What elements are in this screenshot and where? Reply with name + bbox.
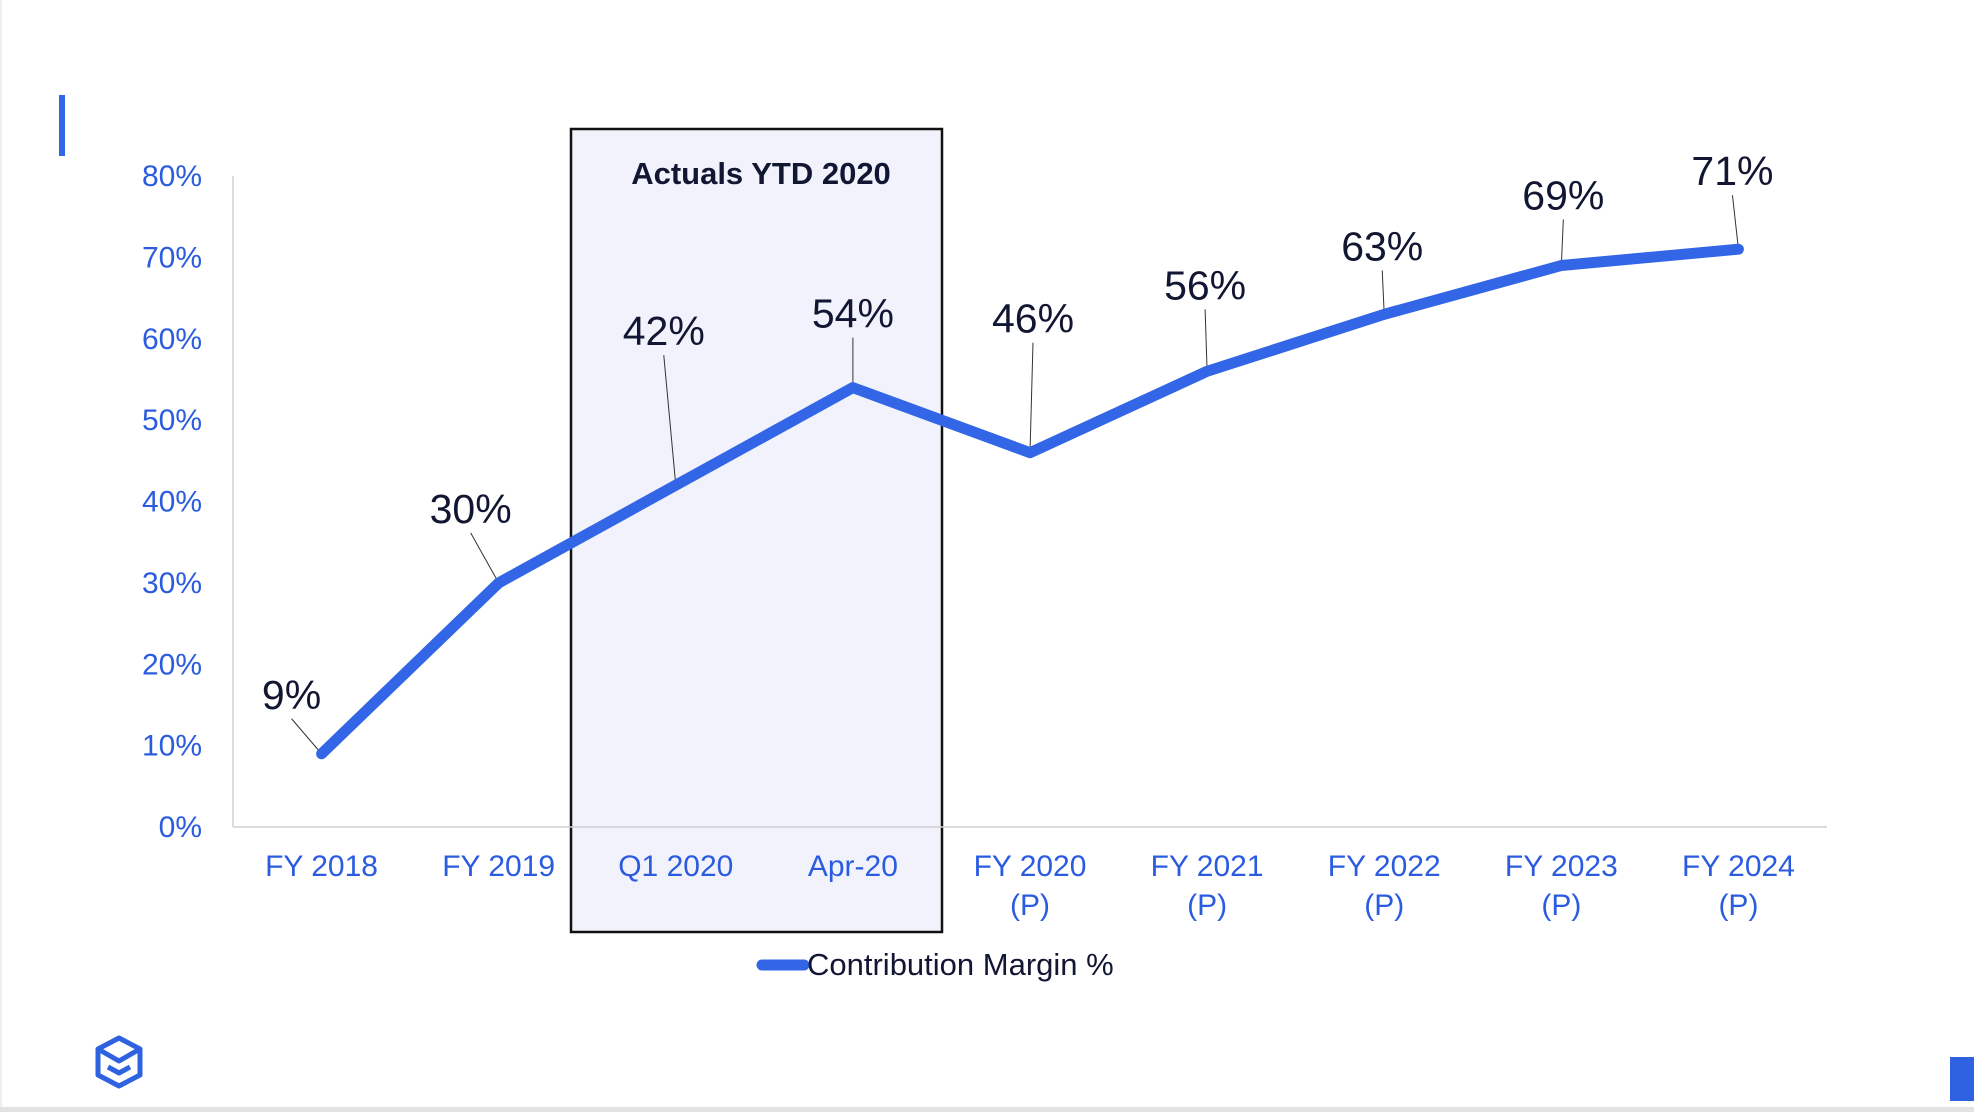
y-tick-label: 50% [142,404,202,437]
label-leader-line [470,532,500,584]
x-tick-label: FY 2020 [974,850,1087,883]
y-tick-label: 80% [142,160,202,193]
x-tick-label: (P) [1541,889,1581,922]
label-leader-line [1381,270,1385,315]
data-label: 63% [1341,223,1423,269]
highlight-box-title: Actuals YTD 2020 [631,156,891,191]
label-leader-line [1029,342,1034,453]
legend: Contribution Margin % [756,947,1114,982]
data-label: 9% [262,672,321,718]
label-leader-line [1560,219,1564,266]
data-label: 71% [1691,148,1773,194]
x-tick-label: (P) [1010,889,1050,922]
accent-bar [59,95,65,156]
label-leader-line [291,718,322,755]
data-label: 42% [623,308,705,354]
data-label: 30% [430,486,512,532]
data-label: 46% [992,296,1074,342]
label-leader-lines [291,195,1739,755]
corner-accent [1950,1057,1974,1101]
x-tick-label: FY 2022 [1328,850,1441,883]
label-leader-line [1731,195,1739,250]
x-tick-label: (P) [1718,889,1758,922]
y-tick-label: 10% [142,730,202,763]
label-leader-line [663,355,677,486]
bottom-border [0,1107,1974,1112]
x-tick-label: (P) [1364,889,1404,922]
y-tick-label: 30% [142,567,202,600]
y-tick-label: 20% [142,648,202,681]
y-tick-label: 0% [159,811,202,844]
x-tick-label: FY 2024 [1682,850,1795,883]
x-tick-label: Apr-20 [808,850,898,883]
data-label: 69% [1522,173,1604,219]
data-labels: 9% 30% 42% 54% 46% 56% 63% 69% 71% [262,148,1774,718]
y-tick-label: 60% [142,323,202,356]
y-tick-label: 40% [142,486,202,519]
data-label: 54% [812,291,894,337]
x-tick-label: FY 2019 [442,850,555,883]
x-tick-label: FY 2023 [1505,850,1618,883]
label-leader-line [1204,309,1208,372]
x-tick-label: Q1 2020 [618,850,733,883]
y-axis-ticks: 0% 10% 20% 30% 40% 50% 60% 70% 80% [142,160,202,844]
x-tick-label: (P) [1187,889,1227,922]
y-tick-label: 70% [142,241,202,274]
series-line-contribution-margin [316,243,1744,760]
x-tick-label: FY 2021 [1151,850,1264,883]
left-border [0,0,2,1112]
cube-logo-icon [95,1035,143,1089]
data-label: 56% [1164,262,1246,308]
x-axis-ticks: FY 2018 FY 2019 Q1 2020 Apr-20 FY 2020 (P) FY … [265,850,1795,922]
legend-label: Contribution Margin % [807,947,1114,982]
x-tick-label: FY 2018 [265,850,378,883]
actuals-highlight-box [569,127,944,934]
